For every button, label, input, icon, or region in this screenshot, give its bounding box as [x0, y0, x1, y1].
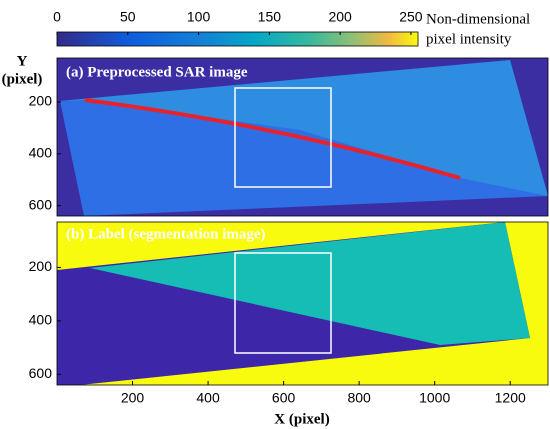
panel-title: (b) Label (segmentation image)	[66, 226, 266, 242]
y-tick-label: 600	[29, 196, 53, 212]
colorbar-label: pixel intensity	[426, 31, 512, 47]
x-tick-label: 1000	[419, 390, 450, 406]
y-tick-label: 200	[29, 258, 53, 274]
panel-a-image	[57, 58, 548, 216]
colorbar	[57, 32, 418, 46]
y-tick-label: 200	[29, 93, 53, 109]
x-tick-label: 400	[196, 390, 220, 406]
x-tick-label: 600	[272, 390, 296, 406]
colorbar-tick-label: 250	[399, 9, 423, 25]
panel-b-image	[57, 222, 548, 385]
y-axis-label: Y	[17, 53, 28, 69]
x-tick-label: 200	[121, 390, 145, 406]
x-tick-label: 800	[347, 390, 371, 406]
x-axis-label: X (pixel)	[274, 411, 329, 427]
y-tick-label: 600	[29, 365, 53, 381]
colorbar-tick-label: 200	[328, 9, 352, 25]
panel-title: (a) Preprocessed SAR image	[66, 64, 248, 80]
x-tick-label: 1200	[495, 390, 526, 406]
colorbar-tick-label: 50	[120, 9, 136, 25]
colorbar-tick-label: 100	[187, 9, 211, 25]
colorbar-label: Non-dimensional	[426, 11, 530, 27]
colorbar-tick-label: 150	[258, 9, 282, 25]
colorbar-tick-label: 0	[53, 9, 61, 25]
y-tick-label: 400	[29, 312, 53, 328]
y-tick-label: 400	[29, 145, 53, 161]
y-axis-label: (pixel)	[2, 71, 43, 87]
figure: (a) Preprocessed SAR image (b) Label (se…	[0, 0, 550, 429]
